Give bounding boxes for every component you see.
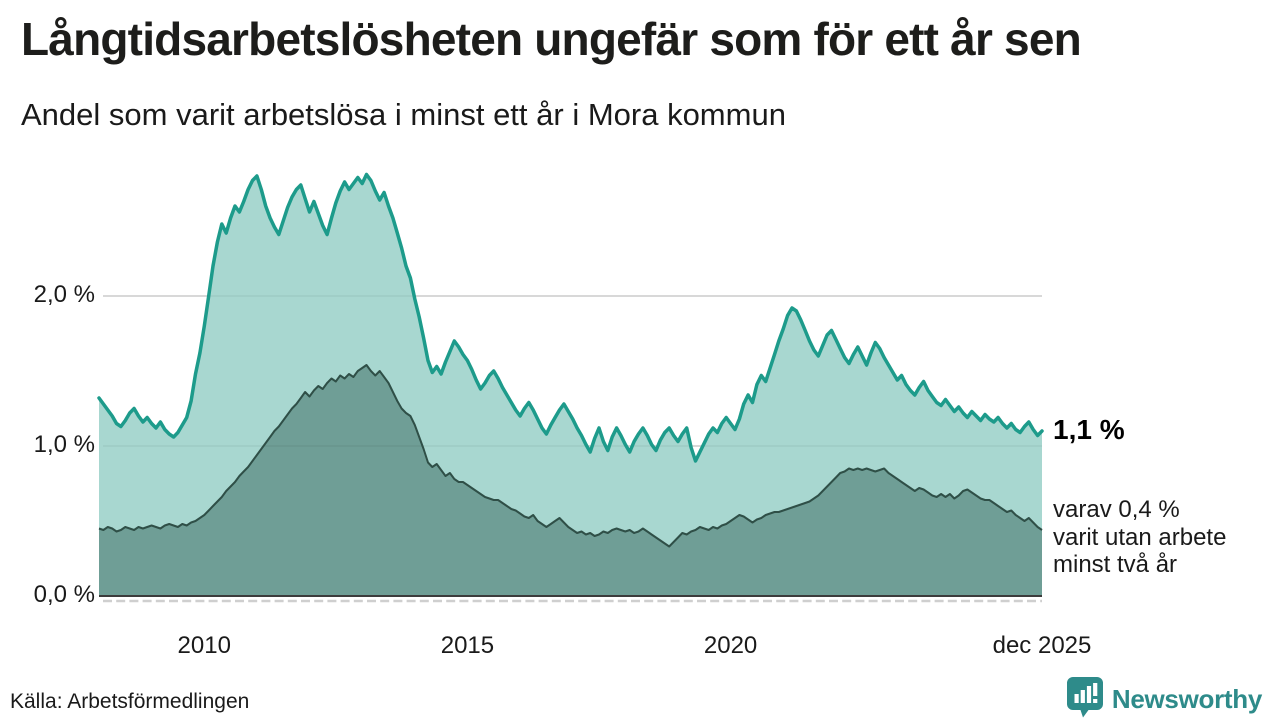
y-tick-0: 0,0 % xyxy=(33,581,95,608)
newsworthy-logo-icon xyxy=(1066,676,1104,720)
x-tick-2020: 2020 xyxy=(703,632,758,659)
line-min-two-years xyxy=(98,364,1043,548)
x-tick-2010: 2010 xyxy=(177,632,231,659)
x-tick-dec-2025: dec 2025 xyxy=(992,632,1092,659)
gridlines-overlay xyxy=(103,295,1042,447)
secondary-annotation: varav 0,4 % varit utan arbete minst två … xyxy=(1053,496,1227,578)
page-subtitle: Andel som varit arbetslösa i minst ett å… xyxy=(21,97,786,132)
area-min-two-years xyxy=(99,365,1042,596)
brand-name: Newsworthy xyxy=(1111,684,1262,714)
y-tick-2: 2,0 % xyxy=(33,281,95,308)
latest-value-label: 1,1 % xyxy=(1053,414,1125,445)
page-title: Långtidsarbetslösheten ungefär som för e… xyxy=(21,13,1082,65)
line-min-one-year xyxy=(97,172,1044,463)
y-tick-1: 1,0 % xyxy=(33,431,95,458)
source-caption: Källa: Arbetsförmedlingen xyxy=(10,690,250,713)
x-tick-2015: 2015 xyxy=(440,632,495,659)
brand-lockup: Newsworthy xyxy=(1066,676,1262,720)
